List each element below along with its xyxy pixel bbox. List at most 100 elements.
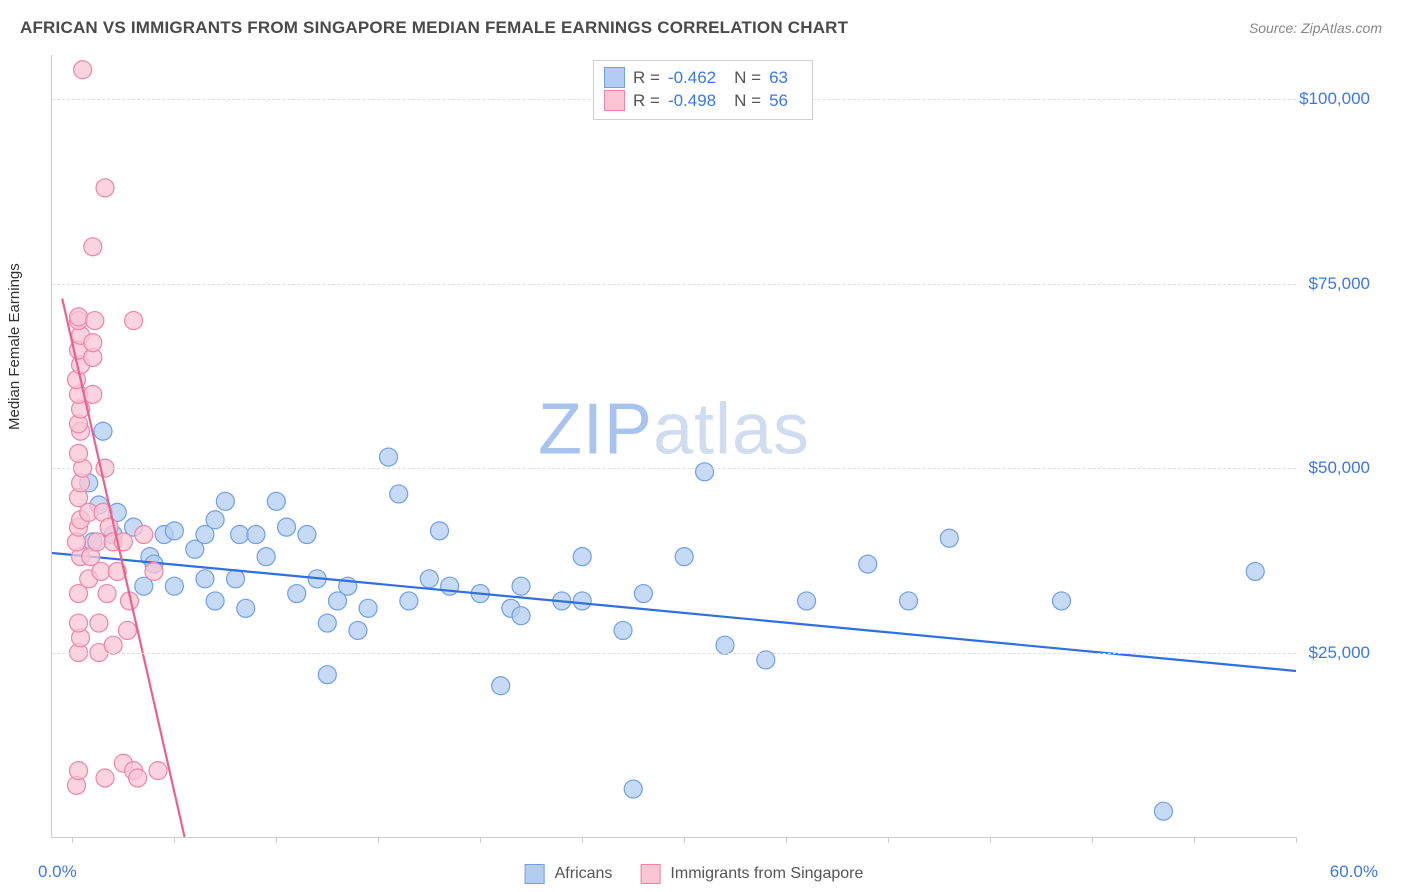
data-point (492, 677, 510, 695)
data-point (349, 621, 367, 639)
n-label: N = (734, 68, 761, 88)
data-point (92, 562, 110, 580)
data-point (70, 762, 88, 780)
data-point (227, 570, 245, 588)
data-point (359, 599, 377, 617)
data-point (206, 511, 224, 529)
data-point (675, 548, 693, 566)
plot-svg (52, 55, 1296, 837)
data-point (400, 592, 418, 610)
data-point (129, 769, 147, 787)
r-value: -0.462 (668, 68, 716, 88)
plot-area: ZIPatlas (51, 55, 1296, 838)
n-value: 63 (769, 68, 788, 88)
data-point (390, 485, 408, 503)
data-point (573, 592, 591, 610)
legend-swatch (525, 864, 545, 884)
stats-legend-box: R = -0.462 N = 63R = -0.498N = 56 (593, 60, 813, 120)
x-axis-max-label: 60.0% (1330, 862, 1378, 882)
x-tick (786, 837, 787, 843)
data-point (624, 780, 642, 798)
r-label: R = (633, 91, 660, 111)
legend-label: Immigrants from Singapore (670, 865, 863, 883)
x-tick (72, 837, 73, 843)
data-point (70, 444, 88, 462)
data-point (86, 312, 104, 330)
x-tick (378, 837, 379, 843)
data-point (96, 769, 114, 787)
x-tick (1296, 837, 1297, 843)
x-tick (990, 837, 991, 843)
data-point (420, 570, 438, 588)
x-tick (1092, 837, 1093, 843)
data-point (165, 577, 183, 595)
y-tick-label: $50,000 (1309, 458, 1370, 478)
data-point (318, 666, 336, 684)
x-tick (888, 837, 889, 843)
data-point (96, 179, 114, 197)
data-point (84, 334, 102, 352)
data-point (70, 614, 88, 632)
data-point (135, 526, 153, 544)
data-point (74, 61, 92, 79)
data-point (257, 548, 275, 566)
chart-title: AFRICAN VS IMMIGRANTS FROM SINGAPORE MED… (20, 18, 848, 38)
x-tick (480, 837, 481, 843)
data-point (90, 614, 108, 632)
data-point (231, 526, 249, 544)
data-point (98, 585, 116, 603)
data-point (70, 308, 88, 326)
data-point (900, 592, 918, 610)
data-point (288, 585, 306, 603)
x-axis-min-label: 0.0% (38, 862, 77, 882)
r-label: R = (633, 68, 660, 88)
data-point (573, 548, 591, 566)
data-point (145, 562, 163, 580)
n-label: N = (734, 91, 761, 111)
data-point (430, 522, 448, 540)
data-point (859, 555, 877, 573)
y-tick-label: $25,000 (1309, 643, 1370, 663)
data-point (1246, 562, 1264, 580)
x-tick (1194, 837, 1195, 843)
data-point (125, 312, 143, 330)
data-point (716, 636, 734, 654)
data-point (267, 492, 285, 510)
data-point (118, 621, 136, 639)
data-point (165, 522, 183, 540)
data-point (196, 570, 214, 588)
data-point (798, 592, 816, 610)
data-point (634, 585, 652, 603)
data-point (696, 463, 714, 481)
series-swatch (604, 90, 625, 111)
x-tick (174, 837, 175, 843)
data-point (278, 518, 296, 536)
stats-row: R = -0.498N = 56 (604, 90, 798, 111)
x-tick (276, 837, 277, 843)
n-value: 56 (769, 91, 788, 111)
data-point (206, 592, 224, 610)
data-point (512, 607, 530, 625)
y-tick-label: $75,000 (1309, 274, 1370, 294)
series-swatch (604, 67, 625, 88)
x-tick (684, 837, 685, 843)
legend-label: Africans (555, 865, 613, 883)
legend-swatch (640, 864, 660, 884)
data-point (84, 238, 102, 256)
data-point (379, 448, 397, 466)
data-point (1154, 802, 1172, 820)
data-point (318, 614, 336, 632)
y-axis-label: Median Female Earnings (6, 263, 23, 430)
gridline-h (52, 468, 1296, 469)
data-point (94, 422, 112, 440)
stats-row: R = -0.462 N = 63 (604, 67, 798, 88)
data-point (757, 651, 775, 669)
gridline-h (52, 653, 1296, 654)
data-point (298, 526, 316, 544)
data-point (88, 533, 106, 551)
gridline-h (52, 284, 1296, 285)
y-tick-label: $100,000 (1299, 89, 1370, 109)
data-point (1052, 592, 1070, 610)
data-point (247, 526, 265, 544)
data-point (237, 599, 255, 617)
